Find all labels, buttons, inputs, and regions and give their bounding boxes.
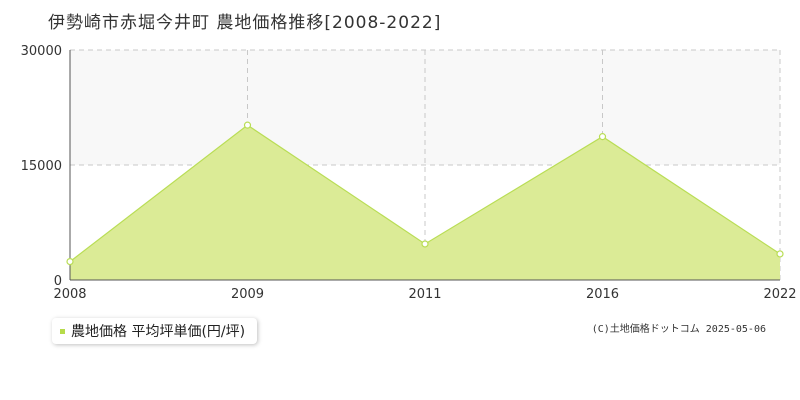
x-tick-label: 2022 — [763, 287, 796, 302]
data-point — [245, 122, 251, 128]
data-point — [67, 259, 73, 265]
legend-label: 農地価格 平均坪単価(円/坪) — [71, 321, 245, 341]
data-point — [777, 251, 783, 257]
x-tick-label: 2011 — [408, 287, 441, 302]
data-point — [600, 134, 606, 140]
legend: 農地価格 平均坪単価(円/坪) — [52, 318, 257, 344]
x-tick-label: 2008 — [53, 287, 86, 302]
x-tick-label: 2009 — [231, 287, 264, 302]
data-point — [422, 241, 428, 247]
x-tick-label: 2016 — [586, 287, 619, 302]
copyright-text: (C)土地価格ドットコム 2025-05-06 — [592, 320, 766, 335]
y-tick-label: 30000 — [21, 44, 62, 59]
legend-marker — [60, 329, 65, 334]
y-tick-label: 15000 — [21, 159, 62, 174]
